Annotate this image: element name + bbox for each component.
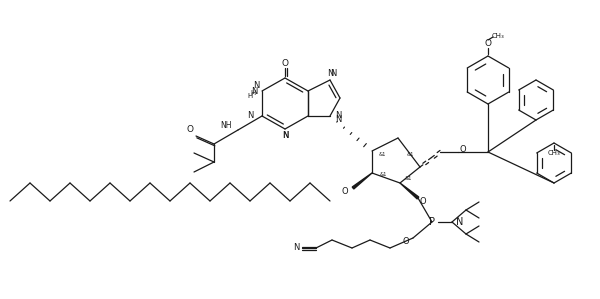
Text: N: N	[330, 68, 336, 77]
Text: O: O	[187, 126, 193, 135]
Text: O: O	[403, 237, 409, 245]
Text: P: P	[429, 217, 435, 227]
Text: H: H	[248, 93, 253, 99]
Text: N: N	[456, 217, 463, 227]
Text: O: O	[420, 198, 427, 207]
Text: N: N	[327, 69, 333, 79]
Text: NH: NH	[221, 121, 232, 130]
Text: O: O	[341, 187, 349, 196]
Polygon shape	[352, 173, 372, 189]
Text: N: N	[293, 243, 299, 252]
Text: &1: &1	[379, 173, 387, 178]
Text: O: O	[485, 39, 491, 48]
Text: CH₃: CH₃	[548, 150, 560, 156]
Text: O: O	[460, 144, 466, 153]
Text: N: N	[248, 112, 254, 120]
Polygon shape	[400, 183, 419, 199]
Text: H: H	[251, 90, 256, 96]
Text: &1: &1	[378, 152, 386, 158]
Text: N: N	[335, 112, 341, 120]
Text: N: N	[251, 86, 257, 95]
Text: N: N	[282, 132, 288, 141]
Text: N: N	[253, 82, 259, 91]
Text: &1: &1	[406, 152, 414, 158]
Text: CH₃: CH₃	[491, 33, 505, 39]
Text: O: O	[281, 60, 289, 68]
Text: N: N	[282, 132, 288, 141]
Text: &1: &1	[404, 176, 412, 181]
Text: N: N	[335, 115, 341, 123]
